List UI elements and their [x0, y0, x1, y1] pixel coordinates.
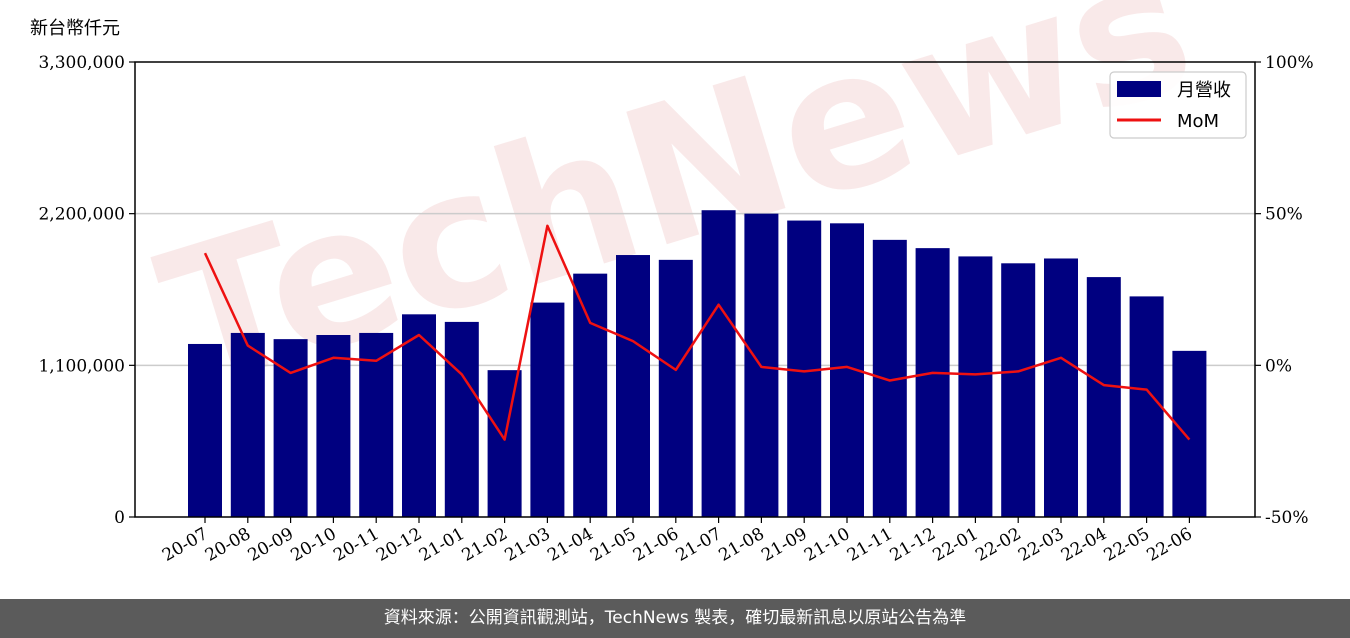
bar-22-06 — [1172, 350, 1207, 517]
x-tick-label: 22-04 — [1058, 524, 1110, 566]
x-tick-label: 20-09 — [245, 524, 297, 566]
x-tick-label: 21-01 — [416, 524, 468, 566]
bar-22-03 — [1044, 258, 1078, 517]
mom-line — [203, 224, 1191, 441]
x-tick-label: 21-03 — [501, 524, 553, 566]
x-tick-label: 20-08 — [202, 524, 254, 566]
bar-21-01 — [444, 321, 479, 517]
y-right-tick-label: -50% — [1265, 508, 1309, 528]
source-footer: 資料來源：公開資訊觀測站，TechNews 製表，確切最新訊息以原站公告為準 — [0, 599, 1350, 638]
bar-series — [188, 210, 1207, 518]
x-tick-label: 21-07 — [673, 524, 725, 566]
bar-22-02 — [1001, 263, 1036, 517]
bar-21-09 — [787, 220, 822, 517]
x-tick-label: 21-05 — [587, 524, 639, 566]
bar-20-11 — [359, 332, 394, 517]
x-tick-label: 21-04 — [544, 524, 596, 566]
x-tick-label: 21-06 — [630, 524, 682, 566]
bar-21-05 — [616, 255, 650, 517]
x-tick-label: 21-12 — [887, 524, 939, 566]
bar-21-06 — [658, 259, 693, 517]
x-tick-label: 22-06 — [1143, 524, 1195, 566]
x-tick-label: 20-07 — [159, 524, 211, 566]
x-tick-label: 21-11 — [844, 524, 896, 566]
bar-21-04 — [573, 273, 608, 517]
y-left-tick-label: 0 — [114, 508, 125, 528]
y-right-tick-label: 50% — [1265, 205, 1303, 225]
x-tick-label: 21-10 — [801, 524, 853, 566]
x-tick-label: 22-01 — [929, 524, 981, 566]
bar-21-12 — [915, 248, 950, 518]
x-tick-label: 21-02 — [459, 524, 511, 566]
bar-22-04 — [1086, 277, 1121, 517]
bar-20-12 — [402, 314, 436, 517]
y-right-tick-label: 100% — [1265, 53, 1314, 73]
y-left-tick-label: 2,200,000 — [38, 205, 125, 225]
x-tick-label: 21-08 — [715, 524, 767, 566]
bar-20-08 — [230, 332, 265, 517]
bar-22-05 — [1129, 296, 1164, 517]
x-tick-label: 20-10 — [287, 524, 339, 566]
x-tick-label: 20-11 — [330, 524, 382, 566]
bar-21-02 — [487, 370, 522, 517]
line-series — [203, 224, 1191, 441]
x-tick-label: 22-02 — [972, 524, 1024, 566]
bar-21-03 — [530, 302, 565, 517]
y-right-tick-label: 0% — [1265, 356, 1292, 376]
x-tick-label: 22-05 — [1101, 524, 1153, 566]
x-tick-label: 22-03 — [1015, 524, 1067, 566]
legend-bar-swatch — [1117, 81, 1161, 97]
y-left-tick-label: 1,100,000 — [38, 356, 125, 376]
bar-20-10 — [316, 335, 351, 517]
plot-frame — [134, 61, 1256, 518]
legend-label-mom: MoM — [1177, 111, 1219, 132]
y-left-tick-label: 3,300,000 — [38, 53, 125, 73]
bar-22-01 — [958, 256, 993, 517]
legend-label-revenue: 月營收 — [1177, 80, 1231, 101]
legend: 月營收 MoM — [1109, 71, 1247, 139]
y-axis-unit-label: 新台幣仟元 — [30, 18, 120, 39]
bar-20-07 — [188, 343, 222, 517]
x-tick-label: 20-12 — [373, 524, 425, 566]
revenue-chart: TechNews 01,100,0002,200,0003,300,000-50… — [38, 0, 1314, 566]
bar-21-07 — [701, 210, 736, 517]
x-tick-label: 21-09 — [758, 524, 810, 566]
